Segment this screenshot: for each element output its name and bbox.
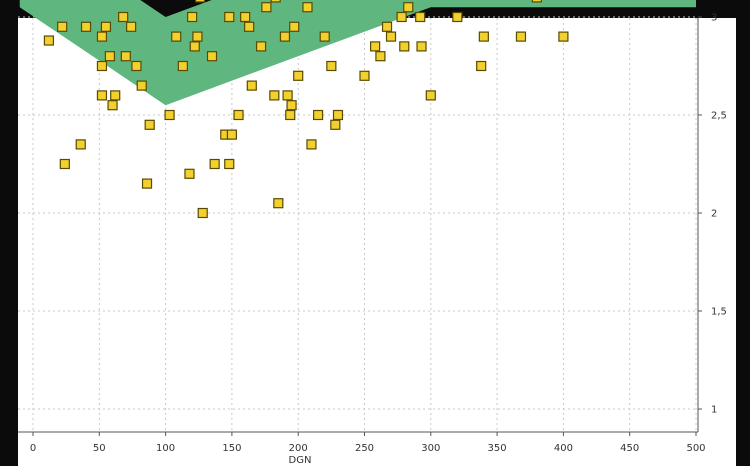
data-point: [403, 2, 414, 13]
data-point: [425, 90, 436, 101]
x-axis-title: DGN: [289, 455, 312, 466]
data-point: [240, 11, 251, 23]
data-point: [96, 90, 108, 101]
data-point: [312, 109, 324, 121]
data-point: [136, 80, 147, 91]
target-band: [19, 0, 696, 106]
data-point: [381, 21, 393, 32]
data-point: [282, 90, 293, 101]
data-point: [330, 119, 341, 130]
data-point: [319, 31, 330, 42]
y-tick-label: 1,5: [711, 307, 727, 318]
data-point: [141, 178, 153, 189]
x-tick-label: 400: [554, 443, 573, 454]
data-point: [359, 70, 370, 81]
grid: [18, 16, 698, 432]
data-point: [531, 0, 542, 3]
data-point: [164, 109, 175, 121]
data-point: [233, 109, 244, 121]
data-point: [289, 21, 300, 32]
data-point: [399, 41, 410, 52]
data-point: [306, 139, 317, 150]
data-point: [279, 31, 291, 42]
data-point: [375, 51, 386, 62]
data-point: [302, 2, 313, 13]
data-point: [184, 168, 195, 179]
data-point: [285, 109, 296, 121]
data-point: [370, 41, 381, 52]
data-point: [332, 109, 344, 121]
data-point: [206, 51, 218, 62]
scatter-series: [43, 0, 569, 219]
data-point: [515, 31, 527, 42]
data-point: [189, 41, 200, 52]
data-point: [131, 60, 142, 72]
data-point: [224, 158, 235, 170]
x-tick-label: 450: [620, 443, 639, 454]
data-point: [269, 90, 280, 101]
data-point: [171, 31, 182, 42]
x-axis-ticks: 0 50 100 150 200 250 300 350 400 450 500: [30, 432, 706, 454]
data-point: [100, 21, 112, 32]
data-point: [107, 100, 118, 111]
y-tick-label: 2: [711, 209, 717, 220]
x-tick-label: 0: [30, 443, 36, 454]
x-tick-label: 200: [289, 443, 308, 454]
data-point: [415, 11, 426, 23]
data-point: [80, 21, 92, 32]
data-point: [558, 31, 569, 42]
y-tick-label: 2,5: [711, 111, 727, 122]
data-point: [144, 119, 155, 130]
x-tick-label: 250: [355, 443, 374, 454]
y-tick-label: 1: [711, 405, 717, 416]
x-tick-label: 350: [488, 443, 507, 454]
data-point: [224, 11, 235, 23]
data-point: [43, 35, 55, 46]
data-point: [293, 70, 304, 81]
data-point: [416, 41, 427, 52]
plot-background: [18, 18, 698, 466]
x-tick-label: 50: [93, 443, 106, 454]
right-axis-strip: [698, 18, 736, 466]
data-point: [187, 11, 198, 23]
data-point: [209, 158, 220, 170]
data-point: [118, 11, 129, 23]
data-point: [244, 21, 255, 32]
data-point: [273, 198, 284, 209]
data-point: [96, 31, 108, 42]
data-point: [75, 139, 86, 150]
data-point: [255, 41, 267, 52]
y-axis-ticks: 11,522,533,544,5: [698, 13, 727, 416]
data-point: [452, 11, 463, 23]
data-point: [177, 60, 188, 72]
data-point: [96, 60, 108, 72]
data-point: [192, 31, 203, 42]
data-point: [59, 158, 70, 170]
y-tick-label: 3: [711, 13, 717, 24]
data-point: [110, 90, 121, 101]
x-tick-label: 500: [686, 443, 705, 454]
data-point: [478, 31, 489, 42]
x-tick-label: 150: [222, 443, 241, 454]
data-point: [194, 0, 206, 3]
data-point: [120, 51, 131, 62]
data-point: [261, 2, 272, 13]
data-point: [57, 21, 68, 32]
data-point: [286, 100, 297, 111]
x-tick-label: 100: [156, 443, 175, 454]
data-point: [326, 60, 337, 72]
data-point: [385, 31, 397, 42]
data-point: [226, 129, 237, 140]
data-point: [396, 11, 407, 23]
data-point: [476, 60, 487, 72]
data-point: [197, 207, 208, 219]
x-tick-label: 300: [421, 443, 440, 454]
data-point: [246, 80, 257, 91]
data-point: [126, 21, 137, 32]
data-point: [270, 0, 281, 3]
data-point: [104, 51, 116, 62]
